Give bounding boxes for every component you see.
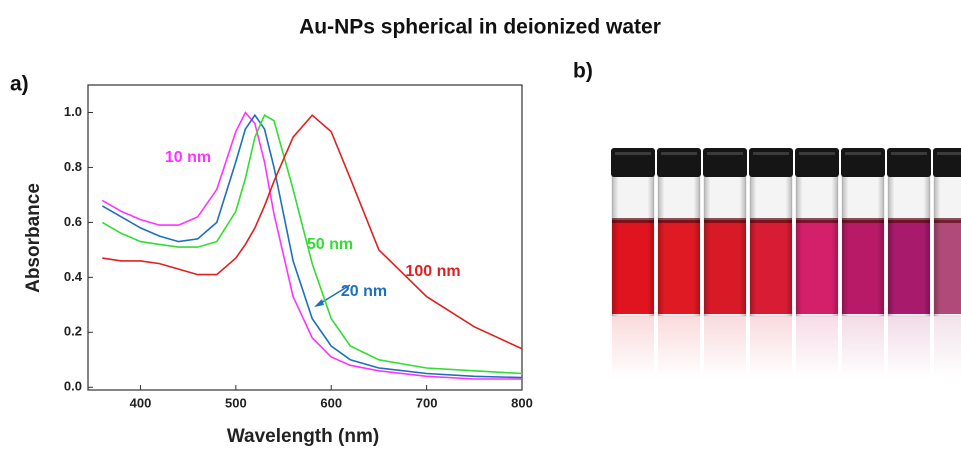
vial-cap xyxy=(933,148,961,177)
vial-cap xyxy=(657,148,701,177)
y-axis-title: Absorbance xyxy=(23,183,44,293)
data-line xyxy=(101,114,522,375)
x-axis-title: Wavelength (nm) xyxy=(227,426,379,447)
x-tick-label: 500 xyxy=(225,395,247,410)
cap-highlight xyxy=(707,152,743,155)
y-tick-label: 0.4 xyxy=(64,269,83,284)
data-line xyxy=(101,113,522,379)
y-tick-label: 0.2 xyxy=(64,324,82,339)
vial-photo xyxy=(611,148,961,378)
vial-shading xyxy=(750,176,792,316)
vial-shading xyxy=(704,176,746,316)
reflection-fade xyxy=(749,316,793,378)
reflection-fade xyxy=(795,316,839,378)
vial-shading xyxy=(842,176,884,316)
vial-shading xyxy=(658,176,700,316)
y-tick-label: 0.0 xyxy=(64,379,82,394)
reflection-fade xyxy=(657,316,701,378)
panel-label: a) xyxy=(10,73,29,96)
data-line xyxy=(101,111,522,380)
reflection-fade xyxy=(611,316,655,378)
vial-shading xyxy=(612,176,654,316)
y-tick-label: 0.6 xyxy=(64,214,82,229)
x-tick-label: 800 xyxy=(511,395,533,410)
vial-shading xyxy=(934,176,961,316)
reflection-fade xyxy=(933,316,961,378)
vial-cap xyxy=(887,148,931,177)
cap-highlight xyxy=(845,152,881,155)
reflection-fade xyxy=(841,316,885,378)
panel-label: b) xyxy=(573,60,593,83)
cap-highlight xyxy=(891,152,927,155)
reflection-fade xyxy=(703,316,747,378)
figure-title: Au-NPs spherical in deionized water xyxy=(299,16,661,39)
plot-lines xyxy=(101,111,522,380)
vial-cap xyxy=(703,148,747,177)
plot-frame xyxy=(87,84,523,391)
cap-highlight xyxy=(615,152,651,155)
x-tick-label: 400 xyxy=(130,395,152,410)
cap-highlight xyxy=(937,152,961,155)
cap-highlight xyxy=(799,152,835,155)
cap-highlight xyxy=(753,152,789,155)
data-line xyxy=(102,114,522,350)
series-label: 100 nm xyxy=(405,263,460,280)
series-label: 10 nm xyxy=(165,149,211,166)
series-label: 50 nm xyxy=(307,236,353,253)
vial-cap xyxy=(611,148,655,177)
vial-cap xyxy=(749,148,793,177)
vial-cap xyxy=(795,148,839,177)
vial-cap xyxy=(841,148,885,177)
cap-highlight xyxy=(661,152,697,155)
vial-shading xyxy=(796,176,838,316)
x-tick-label: 700 xyxy=(416,395,438,410)
y-tick-label: 0.8 xyxy=(64,159,82,174)
reflection-fade xyxy=(887,316,931,378)
series-label: 20 nm xyxy=(341,283,387,300)
vial-shading xyxy=(888,176,930,316)
arrow-head xyxy=(314,299,324,307)
x-tick-label: 600 xyxy=(320,395,342,410)
y-tick-label: 1.0 xyxy=(64,104,82,119)
